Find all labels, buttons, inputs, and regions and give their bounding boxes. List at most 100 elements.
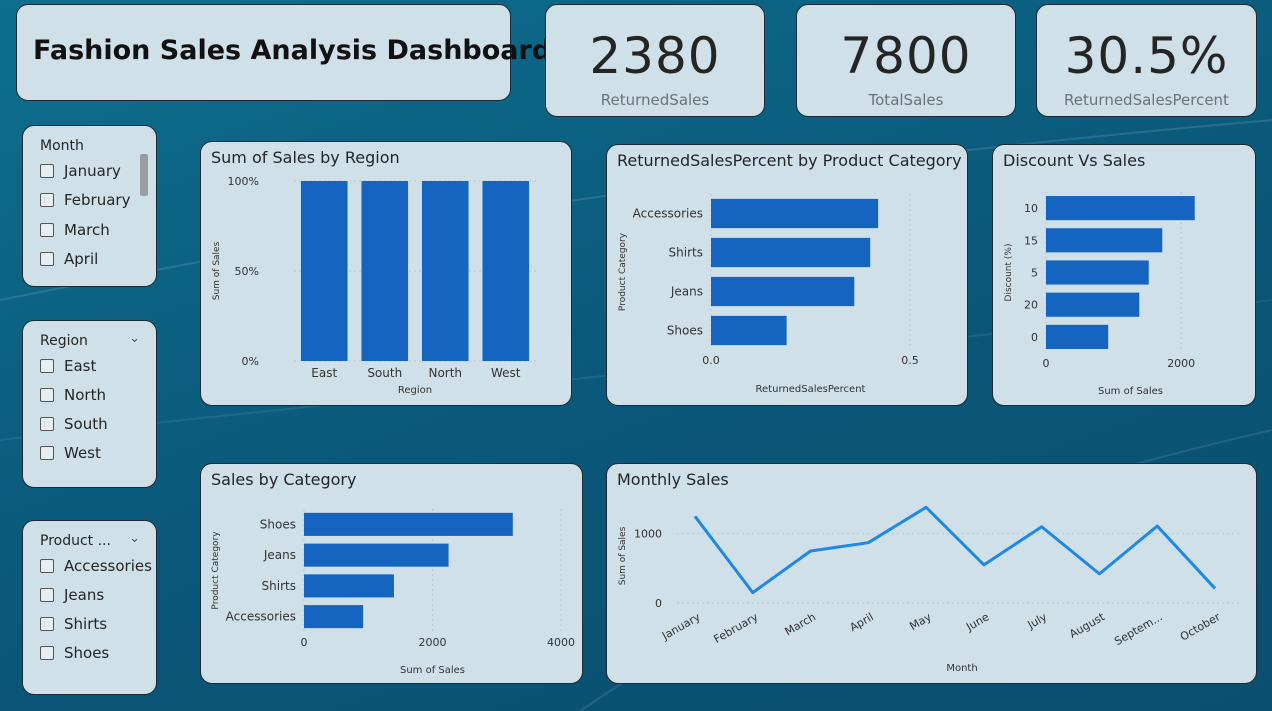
x-tick-label: 2000 [419,636,447,649]
slicer-item-label: March [64,221,110,239]
y-tick-label: 20 [1024,299,1038,312]
chart-card-monthly: Monthly Sales 0 1000 January February March A… [606,463,1257,684]
kpi-returned-percent: 30.5% ReturnedSalesPercent [1036,4,1257,117]
y-tick-label: 0% [242,355,259,368]
y-tick-label: 100% [228,175,259,188]
slicer-item-east[interactable]: East [40,357,96,375]
x-axis-label: Sum of Sales [1098,386,1163,397]
x-axis-label: ReturnedSalesPercent [756,384,866,395]
chart-card-returned: ReturnedSalesPercent by Product Category… [606,144,968,406]
checkbox[interactable] [40,646,54,660]
x-tick-label: 0.5 [901,354,919,367]
y-tick-label: 0 [655,597,662,610]
bar [304,543,449,567]
chart-card-category: Sales by Category 0 2000 4000 Shoes Jeans Shi… [200,463,583,684]
slicer-item-jeans[interactable]: Jeans [40,586,104,604]
slicer-item-label: February [64,191,131,209]
slicer-item-march[interactable]: March [40,221,110,239]
y-tick-label: Shirts [262,579,296,593]
slicer-item-label: January [64,162,121,180]
slicer-item-label: East [64,357,97,375]
slicer-title: Month [40,138,84,154]
y-tick-label: Shoes [260,517,296,531]
slicer-item-west[interactable]: West [40,444,101,462]
slicer-item-north[interactable]: North [40,386,106,404]
y-axis-label: Sum of Sales [618,526,628,585]
chevron-down-icon[interactable]: ⌄ [129,331,140,346]
returned-percent-bar-chart: 0.0 0.5 Accessories Shirts Jeans Shoes Returne… [618,194,919,395]
x-tick-label: January [659,610,703,643]
kpi-value: 2380 [589,27,721,85]
kpi-value: 7800 [840,27,972,85]
slicer-item-april[interactable]: April [40,250,98,268]
checkbox[interactable] [40,417,54,431]
x-tick-label: July [1025,610,1050,632]
chart-title: Sum of Sales by Region [211,148,400,167]
y-tick-label: Shoes [667,324,703,338]
discount-bar-chart: 0 2000 10 15 5 20 0 Sum of Sales Discount (%) [1004,192,1195,397]
kpi-total-sales: 7800 TotalSales [796,4,1016,117]
x-tick-label: South [367,366,402,380]
slicer-item-shoes[interactable]: Shoes [40,644,109,662]
checkbox[interactable] [40,223,54,237]
y-axis-label: Product Category [211,531,221,610]
checkbox[interactable] [40,446,54,460]
x-tick-label: October [1178,610,1223,644]
chart-title: Monthly Sales [617,470,729,489]
x-tick-label: 2000 [1167,357,1195,370]
slicer-region: Region ⌄ East North South West [22,320,157,488]
checkbox[interactable] [40,559,54,573]
x-tick-label: 0 [1043,357,1050,370]
x-axis-label: Region [398,385,432,396]
y-tick-label: 0 [1031,331,1038,344]
x-tick-label: East [311,366,337,380]
checkbox[interactable] [40,164,54,178]
x-axis-label: Sum of Sales [400,665,465,676]
slicer-month: Month January February March April [22,125,157,287]
bar [300,181,348,361]
x-tick-label: 4000 [547,636,575,649]
y-tick-label: Shirts [669,246,703,260]
checkbox[interactable] [40,588,54,602]
x-tick-label: August [1067,610,1107,641]
x-tick-label: April [848,610,876,634]
bar [304,574,394,598]
checkbox[interactable] [40,359,54,373]
chevron-down-icon[interactable]: ⌄ [129,531,140,546]
slicer-product: Product ... ⌄ Accessories Jeans Shirts S… [22,520,157,695]
x-tick-label: February [712,610,761,646]
slicer-item-shirts[interactable]: Shirts [40,615,107,633]
bar [1046,228,1163,253]
x-tick-label: June [963,610,991,634]
slicer-item-south[interactable]: South [40,415,108,433]
bar [304,512,513,536]
y-tick-label: 1000 [634,528,662,541]
bar [421,181,469,361]
checkbox[interactable] [40,617,54,631]
checkbox[interactable] [40,193,54,207]
slicer-item-accessories[interactable]: Accessories [40,557,152,575]
checkbox[interactable] [40,252,54,266]
y-axis-label: Sum of Sales [212,241,222,300]
checkbox[interactable] [40,388,54,402]
kpi-label: ReturnedSales [600,91,710,109]
y-tick-label: Accessories [633,207,703,221]
bar [1046,260,1149,285]
region-bar-chart: 0% 50% 100% East South North West Region Sum of … [212,175,536,396]
y-tick-label: 15 [1024,234,1038,247]
slicer-item-february[interactable]: February [40,191,130,209]
bar [711,315,787,346]
slicer-item-label: South [64,415,108,433]
y-tick-label: 10 [1024,202,1038,215]
slicer-title: Region [40,333,88,349]
kpi-returned-sales: 2380 ReturnedSales [545,4,765,117]
slicer-item-label: Jeans [64,586,105,604]
slicer-item-label: North [64,386,106,404]
x-tick-label: Septem... [1112,610,1164,648]
slicer-scrollbar[interactable] [140,154,148,196]
bar [711,237,871,268]
slicer-item-january[interactable]: January [40,162,121,180]
slicer-item-label: West [64,444,101,462]
bar [711,276,855,307]
bar [1046,292,1140,317]
